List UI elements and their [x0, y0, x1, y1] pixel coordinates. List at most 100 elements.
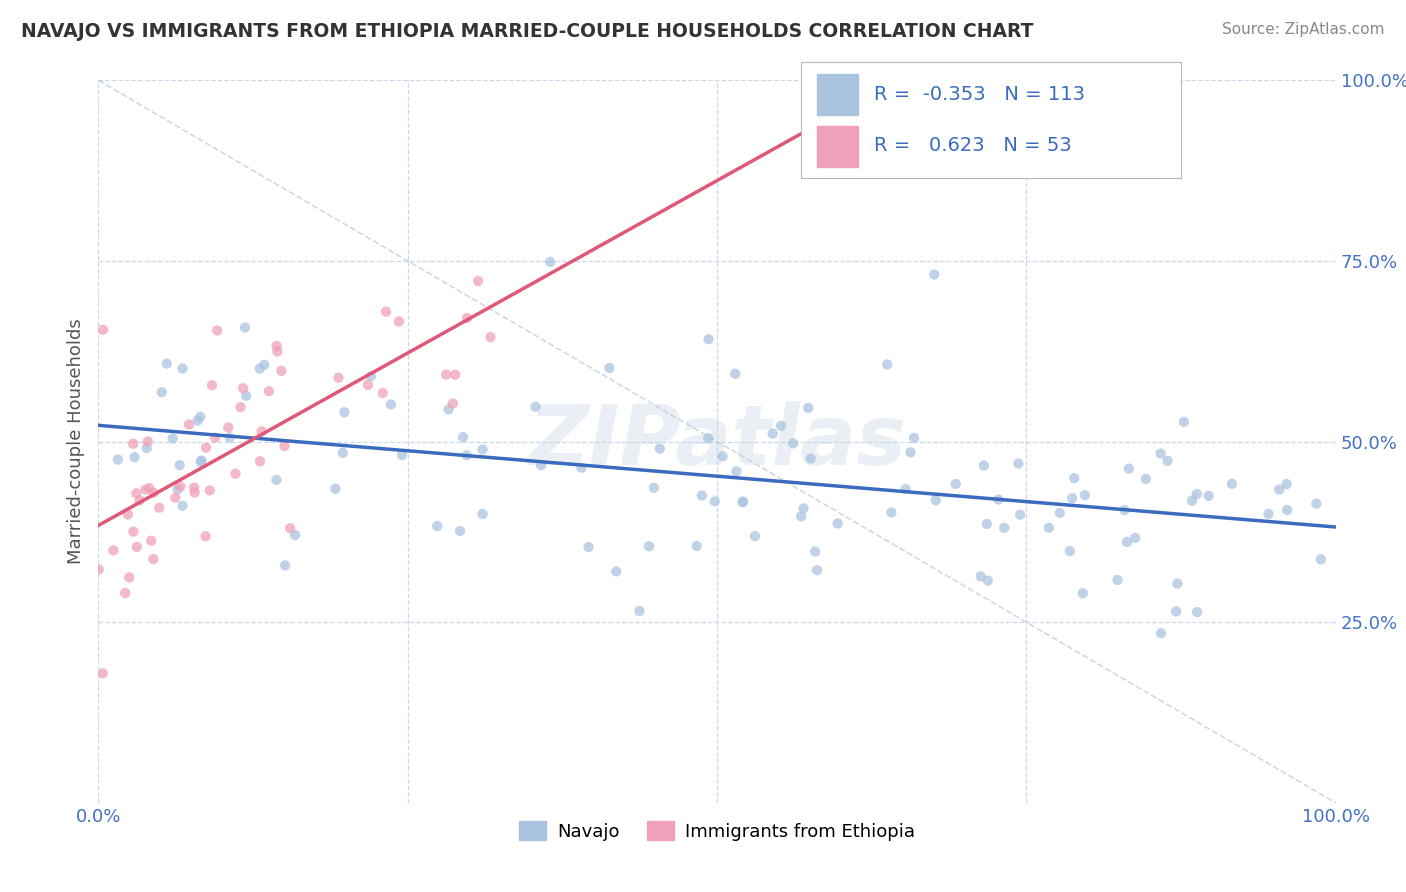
Point — [333, 405, 356, 419]
Point — [987, 492, 1010, 507]
Point — [257, 384, 280, 399]
Point — [328, 370, 350, 384]
Point — [325, 482, 347, 496]
Point — [266, 344, 288, 359]
Point — [643, 481, 665, 495]
Point — [479, 330, 502, 344]
Point — [141, 533, 163, 548]
Point — [201, 378, 224, 392]
Point — [711, 449, 734, 463]
Point — [827, 516, 849, 531]
Point — [925, 493, 948, 508]
Point — [451, 430, 474, 444]
Point — [136, 434, 159, 449]
Point — [1166, 576, 1188, 591]
Point — [1173, 415, 1195, 429]
Point — [797, 401, 820, 415]
Point — [434, 368, 457, 382]
Point — [103, 543, 125, 558]
Point — [190, 455, 212, 469]
Point — [218, 430, 240, 444]
Point — [782, 436, 804, 450]
Point — [697, 431, 720, 445]
Point — [976, 516, 998, 531]
Point — [790, 509, 813, 524]
Point — [1181, 493, 1204, 508]
Point — [204, 431, 226, 445]
Point — [876, 358, 898, 372]
Point — [266, 339, 288, 353]
Point — [232, 381, 254, 395]
Point — [426, 519, 449, 533]
Point — [449, 524, 471, 538]
Point — [1123, 531, 1146, 545]
Point — [125, 540, 148, 554]
Point — [530, 458, 553, 472]
Point — [150, 385, 173, 400]
Point — [162, 432, 184, 446]
Point — [124, 450, 146, 464]
Point — [686, 539, 709, 553]
Point — [187, 413, 209, 427]
Point — [467, 274, 489, 288]
Point — [1166, 604, 1188, 618]
Point — [357, 377, 380, 392]
Point — [388, 314, 411, 328]
Point — [1007, 457, 1029, 471]
Point — [135, 441, 157, 455]
Point — [122, 524, 145, 539]
Point — [1150, 626, 1173, 640]
Point — [284, 528, 307, 542]
Point — [91, 323, 114, 337]
Point — [1074, 488, 1097, 502]
Point — [1063, 471, 1085, 485]
Point — [235, 389, 257, 403]
Point — [138, 481, 160, 495]
Point — [91, 666, 114, 681]
Point — [114, 586, 136, 600]
Point — [156, 357, 179, 371]
Point — [229, 401, 252, 415]
Legend: Navajo, Immigrants from Ethiopia: Navajo, Immigrants from Ethiopia — [512, 814, 922, 848]
Point — [380, 397, 402, 411]
Point — [441, 396, 464, 410]
Point — [993, 521, 1015, 535]
Point — [1220, 476, 1243, 491]
Point — [273, 439, 295, 453]
Point — [628, 604, 651, 618]
Point — [724, 367, 747, 381]
Point — [471, 442, 494, 457]
Point — [571, 460, 593, 475]
Point — [977, 574, 1000, 588]
Point — [117, 508, 139, 522]
Point — [253, 358, 276, 372]
Point — [1268, 483, 1291, 497]
Point — [1185, 605, 1208, 619]
Text: R =   0.623   N = 53: R = 0.623 N = 53 — [873, 136, 1071, 155]
Point — [183, 481, 205, 495]
Point — [605, 565, 627, 579]
Point — [274, 558, 297, 573]
Point — [648, 442, 671, 456]
Point — [142, 485, 165, 500]
Point — [524, 400, 547, 414]
Point — [456, 310, 478, 325]
Point — [177, 417, 200, 432]
Point — [107, 452, 129, 467]
Point — [190, 453, 212, 467]
Point — [1275, 477, 1298, 491]
Point — [194, 529, 217, 543]
Text: ZIPatlas: ZIPatlas — [529, 401, 905, 482]
Point — [87, 562, 110, 576]
Point — [444, 368, 467, 382]
Bar — [817, 74, 858, 114]
Point — [270, 364, 292, 378]
Point — [806, 563, 828, 577]
Point — [360, 369, 382, 384]
Point — [880, 505, 903, 519]
Point — [125, 486, 148, 500]
Point — [188, 409, 211, 424]
Point — [166, 482, 188, 496]
Point — [731, 494, 754, 508]
Point — [471, 507, 494, 521]
